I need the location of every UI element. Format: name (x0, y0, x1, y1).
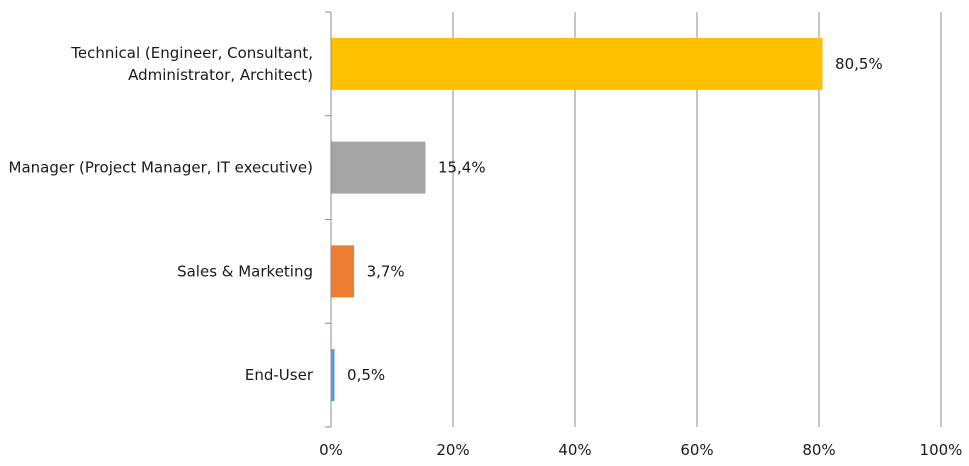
category-label: Technical (Engineer, Consultant, Administ… (70, 44, 313, 84)
category-label: Manager (Project Manager, IT executive) (9, 159, 313, 177)
data-label: 0,5% (347, 366, 385, 384)
category-label: Sales & Marketing (177, 262, 313, 280)
x-tick-label: 60% (680, 441, 713, 459)
bars (331, 37, 823, 402)
category-label-line: End-User (245, 366, 314, 384)
bar (331, 141, 426, 194)
x-tick-label: 0% (319, 441, 343, 459)
data-label: 3,7% (367, 262, 405, 280)
category-label-line: Technical (Engineer, Consultant, (70, 44, 313, 62)
category-label-line: Administrator, Architect) (128, 66, 313, 84)
bar (331, 349, 335, 402)
category-label-line: Sales & Marketing (177, 262, 313, 280)
x-tick-label: 80% (802, 441, 835, 459)
x-tick-label: 100% (920, 441, 963, 459)
bar (331, 245, 355, 298)
category-label: End-User (245, 366, 314, 384)
data-label: 15,4% (438, 159, 486, 177)
bar (331, 37, 823, 90)
category-axis (325, 11, 332, 428)
x-tick-label: 40% (558, 441, 591, 459)
category-label-line: Manager (Project Manager, IT executive) (9, 159, 313, 177)
labels: 0% 20% 40% 60% 80% 100% 80,5% Technical (Engine… (9, 44, 963, 459)
x-tick-label: 20% (436, 441, 469, 459)
data-label: 80,5% (835, 55, 883, 73)
